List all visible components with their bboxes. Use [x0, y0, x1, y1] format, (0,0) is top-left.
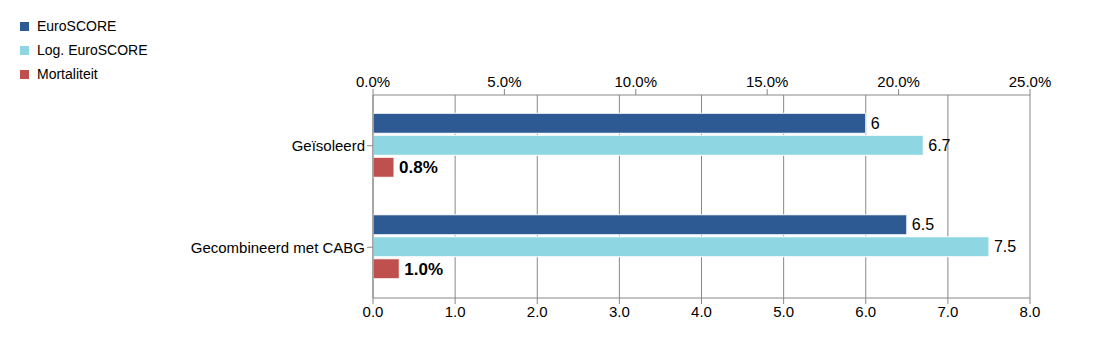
- svg-text:7.5: 7.5: [994, 238, 1016, 255]
- svg-text:25.0%: 25.0%: [1009, 73, 1052, 90]
- svg-text:4.0: 4.0: [691, 303, 712, 320]
- svg-text:6.5: 6.5: [912, 216, 934, 233]
- svg-text:6.0: 6.0: [855, 303, 876, 320]
- svg-text:0.8%: 0.8%: [399, 158, 438, 177]
- svg-text:6.7: 6.7: [928, 137, 950, 154]
- svg-text:5.0: 5.0: [773, 303, 794, 320]
- svg-text:Geïsoleerd: Geïsoleerd: [292, 137, 365, 154]
- svg-text:Gecombineerd met CABG: Gecombineerd met CABG: [191, 239, 365, 256]
- svg-text:10.0%: 10.0%: [615, 73, 658, 90]
- svg-text:2.0: 2.0: [527, 303, 548, 320]
- svg-text:1.0%: 1.0%: [404, 260, 443, 279]
- html-text:EuroSCORE: EuroSCORE: [37, 18, 117, 34]
- svg-text:1.0: 1.0: [445, 303, 466, 320]
- svg-text:0.0: 0.0: [363, 303, 384, 320]
- svg-text:7.0: 7.0: [937, 303, 958, 320]
- svg-text:3.0: 3.0: [609, 303, 630, 320]
- svg-text:5.0%: 5.0%: [487, 73, 521, 90]
- svg-text:6: 6: [871, 115, 880, 132]
- svg-text:15.0%: 15.0%: [746, 73, 789, 90]
- svg-text:0.0%: 0.0%: [356, 73, 390, 90]
- html-text:Mortaliteit: Mortaliteit: [37, 66, 98, 82]
- svg-text:8.0: 8.0: [1020, 303, 1041, 320]
- html-text:Log. EuroSCORE: Log. EuroSCORE: [37, 42, 148, 58]
- svg-text:20.0%: 20.0%: [877, 73, 920, 90]
